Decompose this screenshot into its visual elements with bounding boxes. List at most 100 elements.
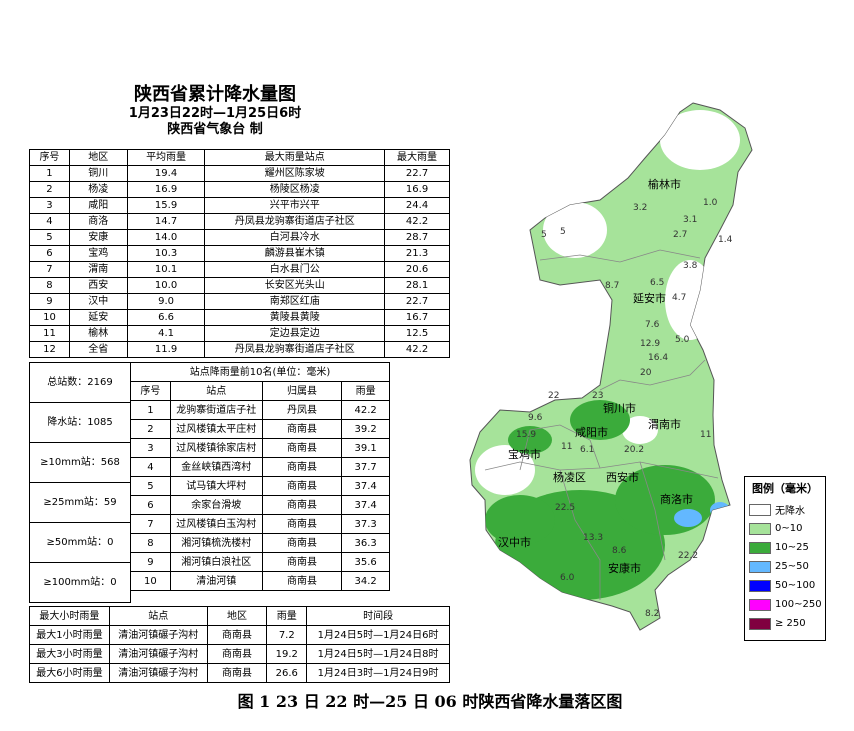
station-value: 3.8 [683, 261, 698, 271]
stat-total: 总站数：2169 [30, 363, 130, 403]
top10-row: 1 龙驹寨街道店子社 丹凤县 42.2 [130, 400, 390, 420]
legend-label: 0~10 [775, 523, 803, 534]
top10-row: 10 清油河镇 商南县 34.2 [130, 571, 390, 591]
city-boundary [599, 359, 706, 391]
station-value: 8.7 [605, 281, 619, 291]
station-value: 9.6 [528, 413, 543, 423]
legend-item: ≥ 250 [745, 614, 825, 633]
station-value: 1.0 [703, 198, 718, 208]
stat-ge10: ≥10mm站：568 [30, 443, 130, 483]
station-value: 6.0 [560, 573, 575, 583]
figure-caption: 图 1 23 日 22 时—25 日 06 时陕西省降水量落区图 [237, 692, 623, 711]
legend-swatch [749, 503, 771, 516]
city-label: 西安市 [606, 470, 639, 484]
rain-25-50-area [674, 509, 702, 527]
station-value: 20.2 [624, 445, 644, 455]
legend-item: 100~250 [745, 595, 825, 614]
table-cell: 最大6小时雨量 [29, 663, 110, 683]
stat-rain: 降水站：1085 [30, 403, 130, 443]
rain-areas [475, 110, 740, 600]
station-value: 22.2 [678, 551, 698, 561]
stat-ge25: ≥25mm站：59 [30, 483, 130, 523]
city-label: 延安市 [633, 291, 666, 305]
region-row: 10 延安 6.6 黄陵县黄陵 16.7 [29, 309, 450, 326]
city-label: 铜川市 [603, 401, 636, 415]
header-cell: 序号 [29, 149, 70, 166]
region-row: 5 安康 14.0 白河县冷水 28.7 [29, 229, 450, 246]
table-cell: 商南县 [206, 663, 268, 683]
map-title: 陕西省累计降水量图 [134, 84, 296, 105]
station-value: 3.2 [633, 203, 647, 213]
region-row: 2 杨凌 16.9 杨陵区杨凌 16.9 [29, 181, 450, 198]
top10-row: 7 过风楼镇白玉沟村 商南县 37.3 [130, 514, 390, 534]
table-cell: 34.2 [341, 571, 390, 591]
legend-item: 0~10 [745, 519, 825, 538]
region-row: 4 商洛 14.7 丹凤县龙驹寨街道店子社区 42.2 [29, 213, 450, 230]
city-boundary [539, 249, 701, 263]
legend-title: 图例（毫米） [752, 482, 818, 495]
no-rain-area [660, 110, 740, 170]
station-value: 1.4 [718, 235, 733, 245]
table-cell: 10 [130, 571, 171, 591]
station-value: 11 [700, 430, 711, 440]
legend-item: 10~25 [745, 538, 825, 557]
stat-ge50: ≥50mm站：0 [30, 523, 130, 563]
table-cell: 全省 [68, 341, 128, 358]
city-label: 宝鸡市 [508, 447, 541, 461]
legend-label: 100~250 [775, 599, 822, 610]
station-value: 11 [561, 442, 572, 452]
city-boundary [559, 469, 601, 600]
region-row: 1 铜川 19.4 耀州区陈家坡 22.7 [29, 165, 450, 182]
legend-swatch [749, 598, 771, 611]
hourly-row: 最大3小时雨量 清油河镇碾子沟村 商南县 19.2 1月24日5时—1月24日8时 [29, 644, 450, 664]
table-cell: 12 [29, 341, 70, 358]
region-row: 8 西安 10.0 长安区光头山 28.1 [29, 277, 450, 294]
top10-station-table: 站点降雨量前10名(单位：毫米) 序号 站点 归属县 雨量 1 龙驹寨街道店子社丹… [130, 362, 390, 591]
city-label: 榆林市 [648, 177, 681, 191]
station-value: 13.3 [583, 533, 603, 543]
station-value: 22 [548, 391, 559, 401]
city-label: 汉中市 [498, 535, 531, 549]
legend-label: 50~100 [775, 580, 816, 591]
city-label: 商洛市 [660, 492, 693, 506]
city-boundary [639, 461, 666, 561]
region-row: 3 咸阳 15.9 兴平市兴平 24.4 [29, 197, 450, 214]
station-values: 3.2 1.0 3.1 2.7 1.4 5 5 3.8 6.5 8.7 4.7 7.6 12.9 5.0 1… [516, 198, 733, 619]
legend-swatch [749, 541, 771, 554]
no-rain-area [622, 416, 658, 444]
station-value: 6.5 [650, 278, 664, 288]
station-value: 3.1 [683, 215, 697, 225]
map-issuer: 陕西省气象台 制 [167, 122, 263, 137]
table-cell: 1月24日3时—1月24日9时 [306, 663, 450, 683]
table-cell: 清油河镇碾子沟村 [108, 663, 208, 683]
hourly-max-table: 最大小时雨量 站点 地区 雨量 时间段 最大1小时雨量 清油河镇碾子沟村 商南县 7.… [29, 606, 450, 683]
station-value: 8.2 [645, 609, 659, 619]
map-period: 1月23日22时—1月25日6时 [128, 106, 302, 121]
legend-item: 25~50 [745, 557, 825, 576]
top10-row: 5 试马镇大坪村 商南县 37.4 [130, 476, 390, 496]
legend-item: 无降水 [745, 500, 825, 519]
legend-label: 10~25 [775, 542, 809, 553]
city-boundary [519, 424, 601, 471]
city-label: 安康市 [608, 561, 641, 575]
map-legend: 图例（毫米） 无降水 0~10 10~25 25~50 50~100 100~250 ≥ 2… [744, 476, 826, 641]
stat-ge100: ≥100mm站：0 [43, 577, 117, 588]
rain-10-25-area [485, 495, 555, 545]
station-value: 5 [541, 230, 547, 240]
legend-swatch [749, 579, 771, 592]
no-rain-area [543, 202, 607, 258]
station-value: 12.9 [640, 339, 660, 349]
legend-label: 25~50 [775, 561, 809, 572]
station-value: 5 [560, 227, 566, 237]
station-value: 15.9 [516, 430, 536, 440]
legend-item: 50~100 [745, 576, 825, 595]
region-rainfall-table: 序号 地区 平均雨量 最大雨量站点 最大雨量 1 铜川 19.4 耀州区陈家坡 22.7… [29, 149, 450, 358]
legend-label: 无降水 [775, 506, 805, 517]
station-value: 16.4 [648, 353, 668, 363]
station-value: 4.7 [672, 293, 686, 303]
station-value: 22.5 [555, 503, 575, 513]
legend-swatch [749, 617, 771, 630]
hourly-row: 最大1小时雨量 清油河镇碾子沟村 商南县 7.2 1月24日5时—1月24日6时 [29, 625, 450, 645]
table-cell: 清油河镇 [169, 571, 263, 591]
